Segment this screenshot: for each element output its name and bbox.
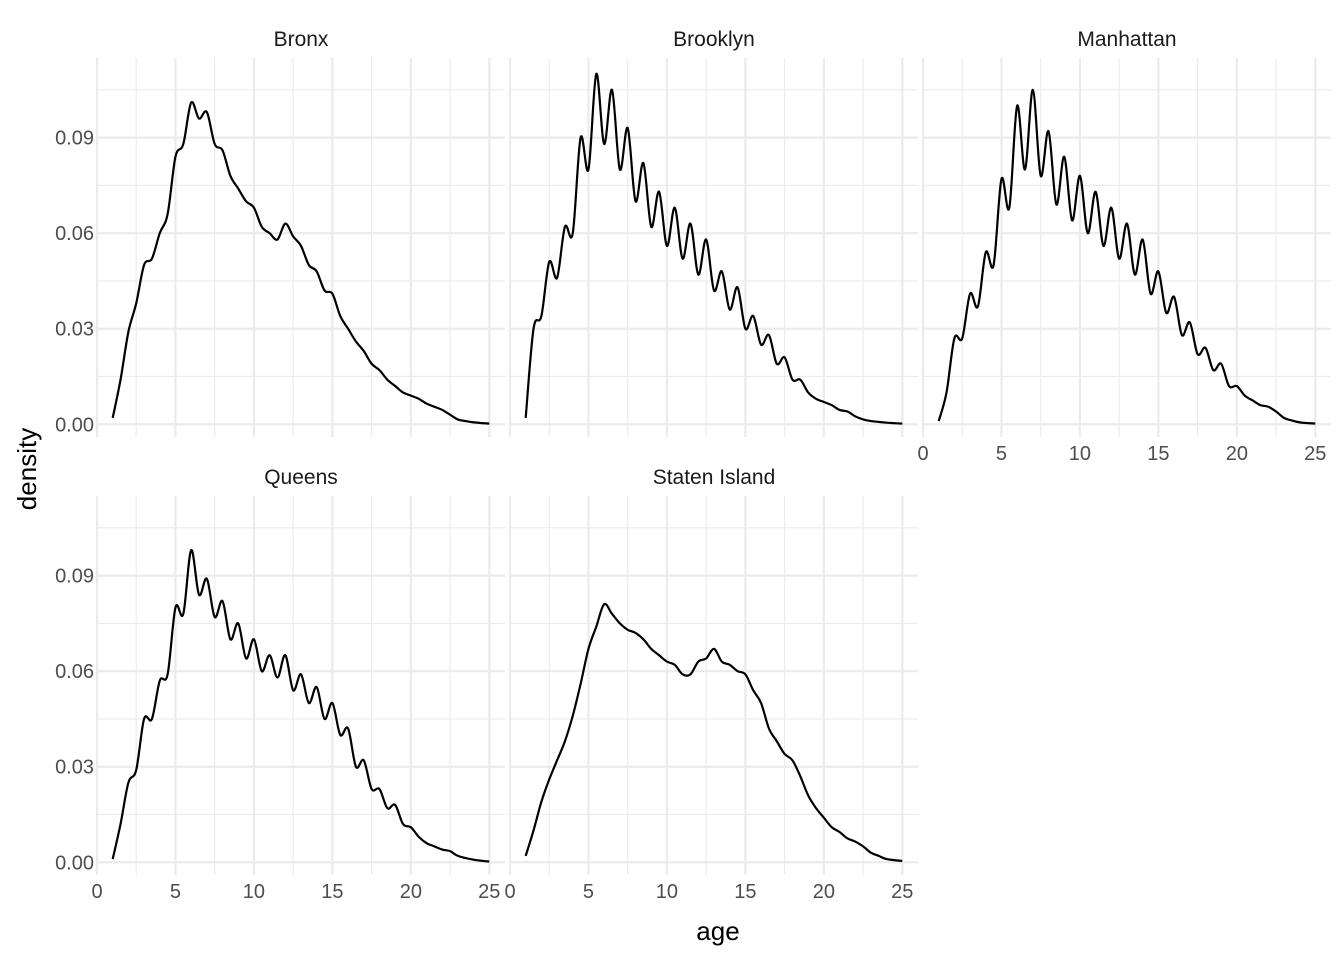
gridlines-brooklyn xyxy=(508,58,918,437)
x-tick-label: 15 xyxy=(734,881,756,903)
x-tick-label: 20 xyxy=(400,881,422,903)
density-line-queens xyxy=(111,549,490,863)
y-tick-label: 0.09 xyxy=(55,566,94,588)
x-tick-label: 15 xyxy=(1147,443,1169,465)
facet-panels: Bronx 0.00 0.03 0.06 0.09 Brooklyn Manhattan 0 5… xyxy=(55,28,1331,903)
facet-title-queens: Queens xyxy=(264,466,338,489)
gridlines-staten-island xyxy=(508,496,918,875)
x-tick-label: 15 xyxy=(321,881,343,903)
x-tick-label: 10 xyxy=(243,881,265,903)
x-tick-label: 5 xyxy=(583,881,594,903)
x-tick-label: 10 xyxy=(656,881,678,903)
x-tick-label: 20 xyxy=(813,881,835,903)
y-tick-label: 0.09 xyxy=(55,128,94,150)
facet-title-staten-island: Staten Island xyxy=(653,466,776,489)
density-line-bronx xyxy=(111,100,490,425)
x-tick-label: 25 xyxy=(891,881,913,903)
facet-title-manhattan: Manhattan xyxy=(1077,28,1176,51)
x-tick-label: 10 xyxy=(1069,443,1091,465)
density-line-manhattan xyxy=(937,88,1316,425)
y-tick-label: 0.03 xyxy=(55,757,94,779)
x-tick-label: 5 xyxy=(170,881,181,903)
gridlines-manhattan xyxy=(921,58,1331,437)
facet-staten-island: Staten Island 0 5 10 15 20 25 xyxy=(504,466,918,903)
y-tick-label: 0.00 xyxy=(55,414,94,436)
facet-title-bronx: Bronx xyxy=(274,28,329,51)
facet-title-brooklyn: Brooklyn xyxy=(673,28,755,51)
y-axis-title: density xyxy=(12,428,42,510)
y-tick-label: 0.00 xyxy=(55,852,94,874)
x-axis-title: age xyxy=(696,916,739,946)
density-line-staten-island xyxy=(524,602,903,863)
x-tick-label: 0 xyxy=(504,881,515,903)
facet-queens: Queens 0.00 0.03 0.06 0.09 0 5 10 15 20 25 xyxy=(55,466,505,903)
x-tick-label: 20 xyxy=(1226,443,1248,465)
x-tick-label: 5 xyxy=(996,443,1007,465)
x-tick-label: 25 xyxy=(1304,443,1326,465)
facet-manhattan: Manhattan 0 5 10 15 20 25 xyxy=(917,28,1331,465)
gridlines-bronx xyxy=(95,58,505,437)
facet-brooklyn: Brooklyn xyxy=(508,28,918,437)
x-tick-label: 0 xyxy=(917,443,928,465)
y-tick-label: 0.03 xyxy=(55,319,94,341)
y-tick-label: 0.06 xyxy=(55,223,94,245)
density-line-brooklyn xyxy=(524,72,903,425)
y-tick-label: 0.06 xyxy=(55,661,94,683)
x-tick-label: 25 xyxy=(478,881,500,903)
gridlines-queens xyxy=(95,496,505,875)
facet-bronx: Bronx 0.00 0.03 0.06 0.09 xyxy=(55,28,505,437)
x-tick-label: 0 xyxy=(91,881,102,903)
